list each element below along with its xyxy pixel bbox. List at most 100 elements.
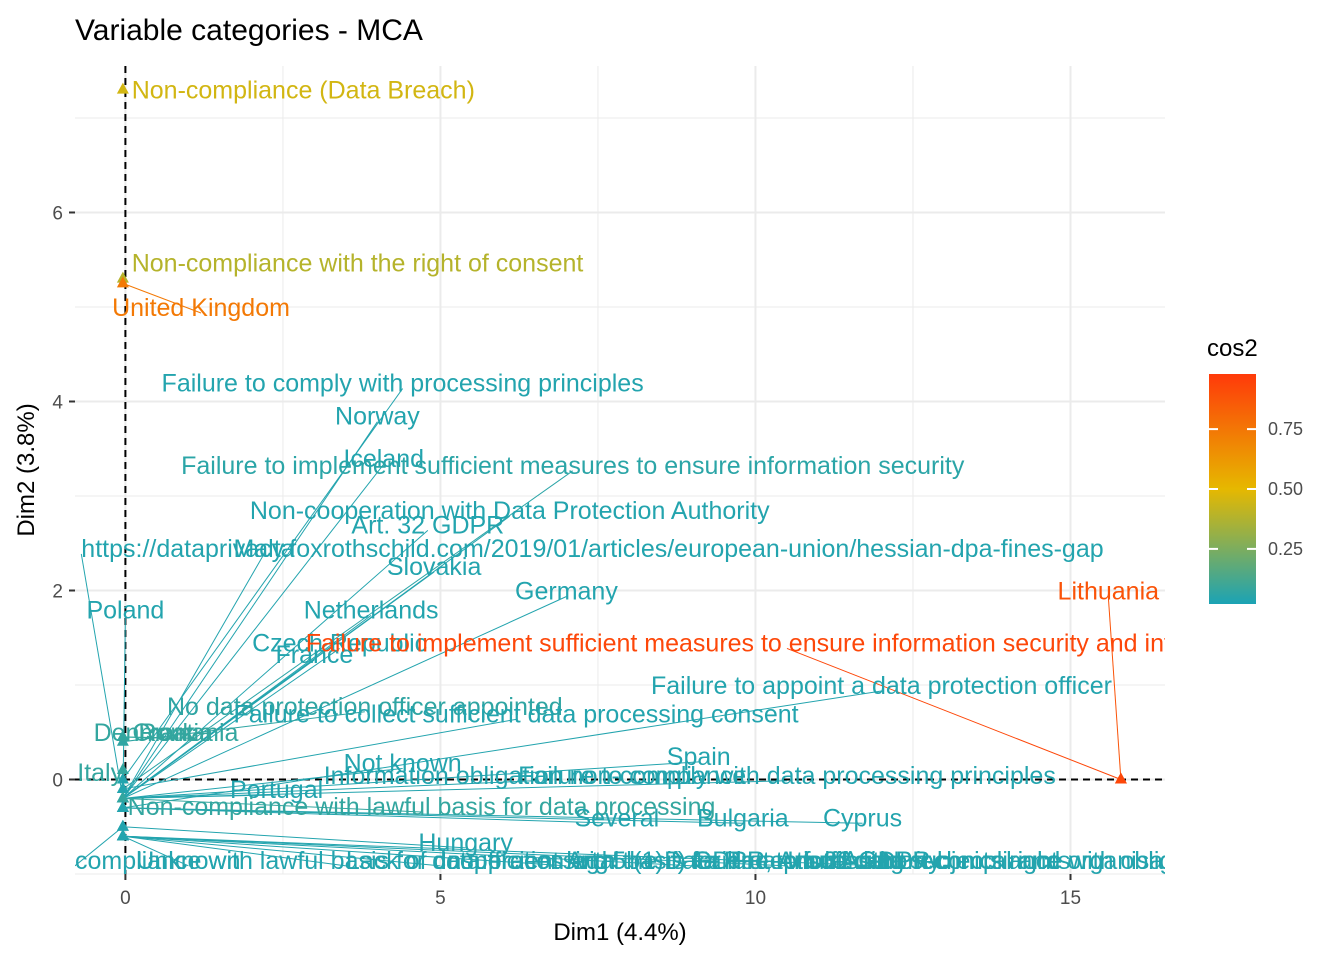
point-label: Non-compliance with obligations for secu… (881, 847, 1344, 875)
legend-ticks: 0.25 0.50 0.75 (1209, 419, 1303, 559)
x-axis-title: Dim1 (4.4%) (553, 919, 686, 946)
point-label: Failure to fulfil data subjects rights (692, 847, 1070, 875)
point-label: Non-compliance with lawful basis for dat… (128, 793, 716, 821)
point-label: Information obligation non-compliance (324, 762, 746, 790)
leader-line (122, 835, 693, 867)
x-tick-label: 10 (745, 888, 766, 909)
y-axis-title: Dim2 (3.8%) (13, 403, 40, 536)
point-label: https://dataprivacy.foxrothschild.com/20… (81, 535, 1103, 563)
point-label: Non-compliance with the right of consent (132, 250, 584, 278)
point-label: Not known (344, 749, 462, 777)
leader-line (122, 470, 574, 790)
point-label: Lithuania (1058, 577, 1160, 605)
chart-title: Variable categories - MCA (75, 14, 423, 47)
point-label: Norway (335, 403, 420, 431)
point-label: Unknown (136, 847, 240, 875)
point-label: Art. 5 (1) f) GDPR, Art. 32 GDPR (566, 847, 930, 875)
y-tick-label: 4 (52, 392, 63, 413)
leader-line (122, 780, 535, 799)
point-label: compliance with lawful basis for data pr… (75, 847, 609, 875)
point-label: Failure to appoint a data protection off… (651, 672, 1112, 700)
point-label: Failure to comply with data processing p… (518, 762, 1056, 790)
leader-line (122, 690, 882, 809)
leader-line (122, 761, 699, 799)
point-label: Netherlands (304, 596, 439, 624)
point-label: Spain (667, 743, 731, 771)
leader-line (122, 718, 517, 790)
leader-line (122, 835, 189, 867)
leader-line (122, 807, 863, 824)
legend-tick-label: 0.25 (1268, 539, 1303, 559)
point-label: Cyprus (823, 804, 902, 832)
point-label: Croatia (132, 719, 213, 747)
leader-line (80, 553, 124, 799)
x-tick-label: 5 (435, 888, 446, 909)
point-label: Germany (515, 577, 618, 605)
point-label: Lack of cooperation with the Data Protec… (346, 847, 941, 875)
leader-line (122, 421, 378, 799)
leader-line (1107, 596, 1122, 780)
point-label: Failure to comply with processing princi… (162, 370, 644, 398)
leader-line (122, 767, 403, 799)
label-leader-lines (75, 282, 1122, 867)
point-labels: Non-compliance (Data Breach) Non-complian… (75, 77, 1344, 875)
point-label: Failure to collect sufficient data proce… (233, 700, 798, 728)
point-label: Malta (233, 535, 294, 563)
point-label: Portugal (230, 776, 323, 804)
leader-line (122, 659, 315, 799)
x-tick-label: 15 (1060, 888, 1081, 909)
leader-line (75, 826, 124, 867)
point-label: Insufficient technical and organisationa… (787, 847, 1340, 875)
leader-line (122, 835, 346, 867)
point-marker (116, 729, 129, 741)
point-marker (116, 82, 129, 94)
leader-line (122, 463, 385, 799)
y-tick-label: 2 (52, 581, 63, 602)
leader-line (122, 648, 340, 799)
leader-line (122, 529, 429, 799)
point-label: United Kingdom (112, 294, 290, 322)
legend: cos2 0.25 0.50 0.75 (1207, 335, 1303, 604)
point-label: Denmark (94, 719, 196, 747)
legend-tick-label: 0.75 (1268, 419, 1303, 439)
point-label: Italy (77, 759, 123, 787)
point-label: Romania (138, 719, 238, 747)
leader-line (122, 596, 567, 799)
point-label: Non-compliance (Data Breach) (132, 77, 475, 105)
point-label: Failure to implement sufficient measures… (181, 452, 965, 480)
point-label: Several (574, 804, 659, 832)
leader-line (122, 835, 441, 867)
data-points (116, 82, 1127, 841)
point-marker (116, 819, 129, 831)
point-label: Insufficient legal basis for data proces… (440, 847, 904, 875)
legend-title: cos2 (1207, 335, 1258, 362)
legend-tick-label: 0.50 (1268, 479, 1303, 499)
point-label: Czech Republic (252, 629, 427, 657)
point-label: Slovakia (387, 553, 482, 581)
point-marker (116, 781, 129, 793)
leader-line (122, 835, 787, 867)
point-marker (1114, 772, 1127, 784)
leader-line (122, 807, 617, 824)
point-marker (116, 800, 129, 812)
point-marker (116, 791, 129, 803)
point-label: Art. 32 GDPR (351, 511, 504, 539)
leader-line (122, 553, 265, 799)
point-marker (116, 276, 129, 288)
x-axis-ticks: 0 5 10 15 (120, 874, 1081, 909)
point-label: Iceland (343, 445, 424, 473)
point-label: No data protection officer appointed (167, 693, 563, 721)
point-label: Poland (86, 596, 164, 624)
leader-line (786, 648, 1122, 780)
point-label: France (276, 641, 354, 669)
leader-line (122, 711, 365, 743)
x-tick-label: 0 (120, 888, 131, 909)
leader-line (122, 835, 567, 867)
leader-line (122, 835, 882, 867)
point-marker (116, 772, 129, 784)
point-marker (116, 829, 129, 841)
y-tick-label: 0 (52, 770, 63, 791)
point-label: Failure to implement sufficient measures… (306, 629, 1269, 657)
plot-panel (75, 66, 1165, 874)
